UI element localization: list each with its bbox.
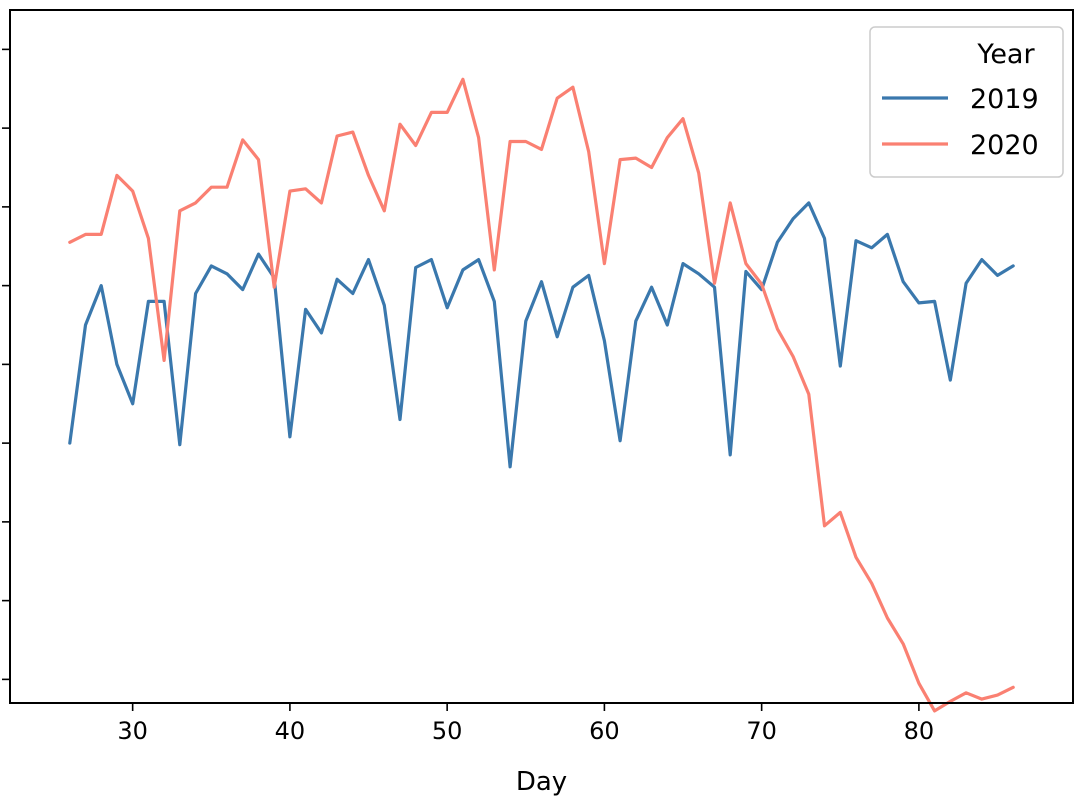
- plot-area: [68, 77, 1015, 713]
- series-line-2019: [68, 201, 1015, 469]
- legend-label-2020: 2020: [970, 130, 1039, 161]
- x-tick-label: 40: [275, 717, 306, 745]
- legend: Year 2019 2020: [869, 26, 1064, 178]
- legend-title: Year: [976, 39, 1035, 70]
- plot-frame: [9, 9, 1074, 704]
- x-tick-label: 70: [746, 717, 777, 745]
- legend-label-2019: 2019: [970, 84, 1039, 115]
- x-tick-label: 60: [589, 717, 620, 745]
- x-axis-ticks: 30 40 50 60 70 80: [117, 703, 934, 745]
- x-tick-label: 30: [117, 717, 148, 745]
- x-tick-label: 50: [432, 717, 463, 745]
- y-axis-ticks: [2, 48, 10, 681]
- x-axis-label: Day: [516, 767, 567, 797]
- series-line-2020: [68, 77, 1015, 713]
- legend-box: [869, 26, 1064, 178]
- x-tick-label: 80: [904, 717, 935, 745]
